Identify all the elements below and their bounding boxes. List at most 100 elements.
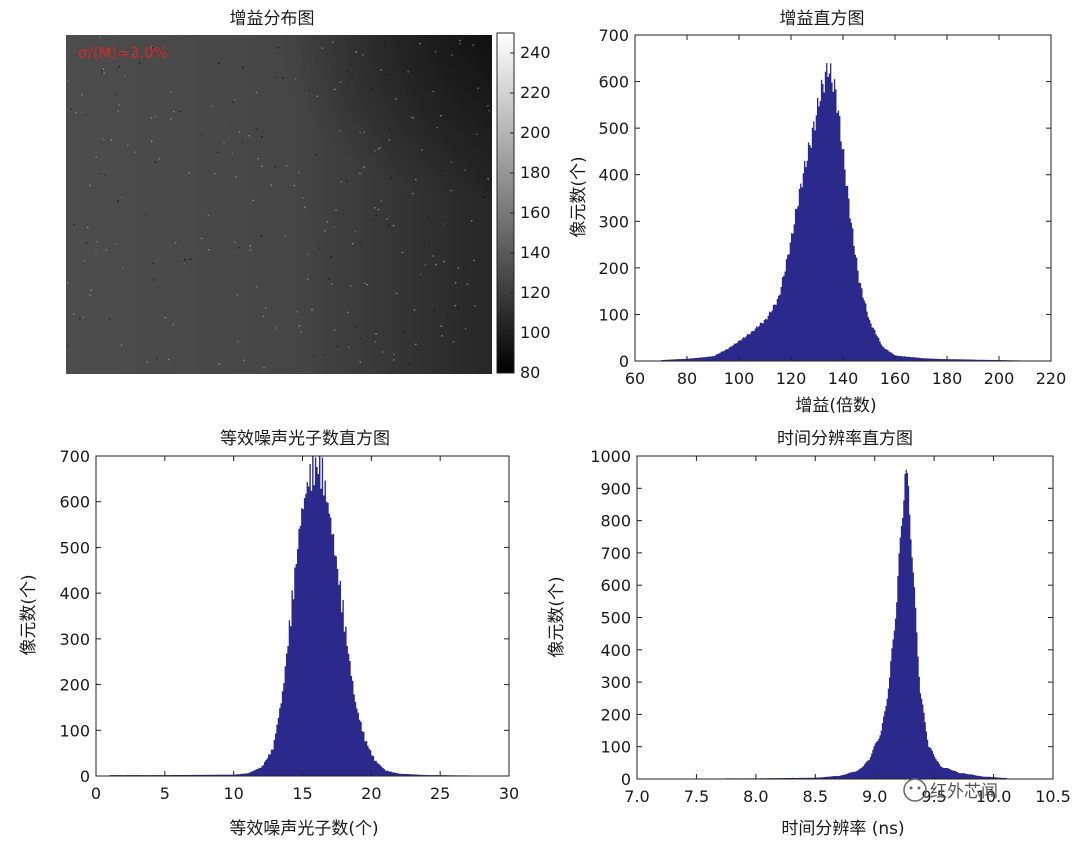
speckle — [374, 150, 376, 152]
speckle — [349, 285, 352, 287]
speckle — [482, 196, 485, 198]
speckle — [435, 263, 437, 266]
speckle — [103, 72, 105, 74]
speckle — [170, 118, 172, 120]
speckle — [432, 90, 434, 93]
speckle — [255, 128, 258, 130]
speckle — [102, 68, 105, 70]
speckle — [256, 286, 258, 288]
time-histogram-xlabel: 时间分辨率 (ns) — [781, 819, 904, 839]
speckle — [340, 180, 342, 183]
time-resolution-histogram-panel: 时间分辨率直方图 时间分辨率 (ns) 像元数(个) 7.0 7.5 8.0 8.5 9… — [547, 429, 1071, 839]
speckle — [96, 241, 98, 243]
speckle — [437, 53, 440, 55]
y-tick-label: 700 — [600, 544, 631, 563]
gain-histogram-panel: 增益直方图 增益(倍数) 像元数(个) 60 80 100 120 140 160 180 2… — [569, 9, 1066, 416]
speckle — [87, 226, 89, 229]
speckle — [134, 151, 136, 153]
speckle — [170, 91, 172, 93]
speckle — [348, 346, 350, 348]
speckle — [347, 311, 349, 314]
speckle — [443, 260, 445, 263]
speckle — [421, 147, 423, 149]
speckle — [243, 359, 245, 362]
speckle — [168, 358, 170, 361]
speckle — [421, 149, 423, 151]
speckle — [424, 264, 427, 266]
speckle — [282, 77, 284, 79]
y-tick-label: 0 — [80, 767, 90, 786]
speckle — [285, 165, 288, 167]
speckle — [207, 214, 210, 216]
speckle — [214, 172, 216, 175]
speckle — [90, 289, 92, 291]
speckle — [441, 223, 444, 226]
histogram-bars — [109, 456, 482, 776]
speckle — [450, 161, 452, 164]
y-tick-label: 700 — [59, 447, 90, 466]
speckle — [257, 157, 259, 160]
y-tick-label: 200 — [598, 259, 629, 278]
speckle — [384, 44, 386, 47]
speckle — [67, 345, 69, 347]
speckle — [95, 249, 97, 251]
speckle — [371, 87, 373, 90]
speckle — [381, 351, 384, 353]
speckle — [339, 81, 342, 83]
x-tick-label: 0 — [91, 784, 101, 803]
speckle — [298, 325, 301, 327]
x-tick-label: 120 — [776, 369, 807, 388]
speckle — [364, 295, 366, 297]
speckle — [120, 53, 122, 55]
speckle — [374, 207, 376, 209]
speckle — [294, 78, 297, 80]
plot-frame — [636, 455, 1054, 780]
heatmap-panel: 增益分布图 σ/⟨M⟩=3.0% 80 100 120 140 160 180 200 220… — [66, 9, 551, 382]
speckle — [115, 243, 117, 245]
speckle — [330, 256, 332, 258]
speckle — [452, 341, 455, 343]
heatmap-title: 增益分布图 — [230, 9, 315, 29]
speckle — [389, 128, 391, 130]
speckle — [67, 282, 69, 284]
wechat-icon — [903, 778, 927, 802]
x-tick-label: 25 — [430, 784, 450, 803]
speckle — [363, 166, 365, 168]
y-tick-label: 100 — [598, 305, 629, 324]
speckle — [275, 327, 277, 329]
speckle — [172, 324, 174, 326]
speckle — [319, 247, 321, 250]
speckle — [373, 337, 375, 340]
speckle — [438, 74, 440, 77]
y-tick-label: 400 — [598, 166, 629, 185]
speckle — [86, 242, 88, 244]
speckle — [469, 49, 471, 51]
speckle — [85, 113, 87, 116]
speckle — [427, 216, 429, 219]
speckle — [249, 245, 252, 247]
speckle — [307, 253, 309, 256]
speckle — [406, 93, 408, 95]
speckle — [156, 357, 158, 359]
speckle — [384, 79, 387, 81]
speckle — [380, 69, 382, 71]
speckle — [255, 91, 258, 94]
speckle — [355, 325, 357, 328]
speckle — [311, 308, 313, 311]
colorbar-tick-label: 200 — [520, 123, 551, 142]
speckle — [355, 51, 357, 53]
speckle — [334, 329, 336, 331]
speckle — [451, 54, 453, 56]
speckle — [354, 230, 356, 232]
x-tick-label: 20 — [361, 784, 381, 803]
speckle — [154, 116, 156, 118]
speckle — [110, 139, 112, 141]
speckle — [392, 224, 395, 227]
speckle — [377, 148, 380, 150]
colorbar-tick-label: 120 — [520, 283, 551, 302]
speckle — [477, 87, 479, 89]
speckle — [75, 111, 77, 114]
speckle — [410, 116, 413, 118]
speckle — [262, 315, 264, 318]
